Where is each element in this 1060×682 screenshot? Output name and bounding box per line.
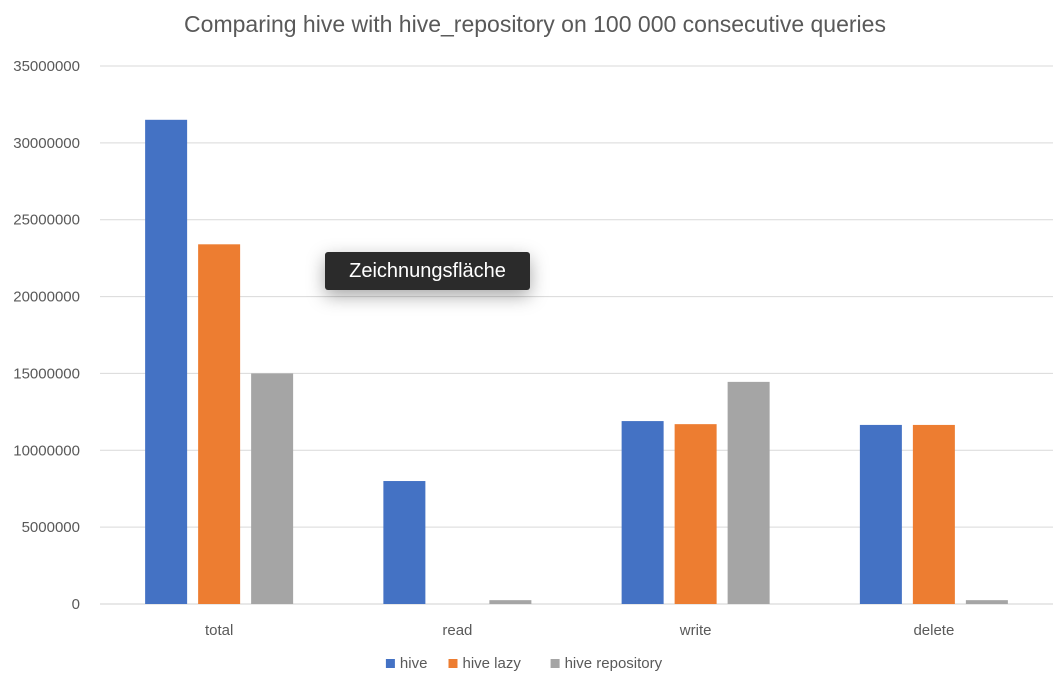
y-tick-label: 30000000	[13, 135, 80, 152]
y-tick-label: 10000000	[13, 442, 80, 459]
x-tick-label: read	[442, 622, 472, 639]
bar-hive-lazy-total	[198, 244, 241, 604]
gridlines	[100, 65, 1053, 605]
bar-hive-total	[145, 119, 188, 605]
bar-hive-repository-total	[251, 373, 294, 604]
legend: hive hive lazy hive repository	[385, 655, 663, 672]
bar-hive-repository-delete	[965, 600, 1008, 604]
bar-hive-lazy-delete	[912, 424, 955, 604]
legend-swatch	[550, 659, 560, 668]
legend-label: hive	[400, 655, 428, 672]
legend-swatch	[385, 659, 395, 668]
y-axis-ticks: 0 5000000 10000000 15000000 20000000 25000000…	[13, 58, 80, 613]
y-tick-label: 20000000	[13, 289, 80, 306]
plot-area-tooltip: Zeichnungsfläche	[325, 252, 530, 290]
bars	[145, 119, 1008, 605]
chart-title: Comparing hive with hive_repository on 1…	[184, 11, 886, 37]
y-tick-label: 15000000	[13, 365, 80, 382]
y-tick-label: 35000000	[13, 58, 80, 75]
x-axis-ticks: total read write delete	[205, 622, 954, 639]
y-tick-label: 5000000	[22, 519, 80, 536]
x-tick-label: write	[679, 622, 712, 639]
legend-label: hive lazy	[463, 655, 522, 672]
bar-hive-read	[383, 481, 426, 604]
legend-swatch	[448, 659, 458, 668]
y-tick-label: 0	[72, 596, 80, 613]
x-tick-label: total	[205, 622, 233, 639]
x-tick-label: delete	[913, 622, 954, 639]
bar-hive-repository-read	[489, 600, 532, 604]
y-tick-label: 25000000	[13, 212, 80, 229]
bar-hive-repository-write	[727, 381, 770, 604]
bar-hive-write	[621, 421, 664, 604]
bar-hive-lazy-write	[674, 424, 717, 604]
bar-hive-delete	[859, 424, 902, 604]
legend-label: hive repository	[565, 655, 663, 672]
